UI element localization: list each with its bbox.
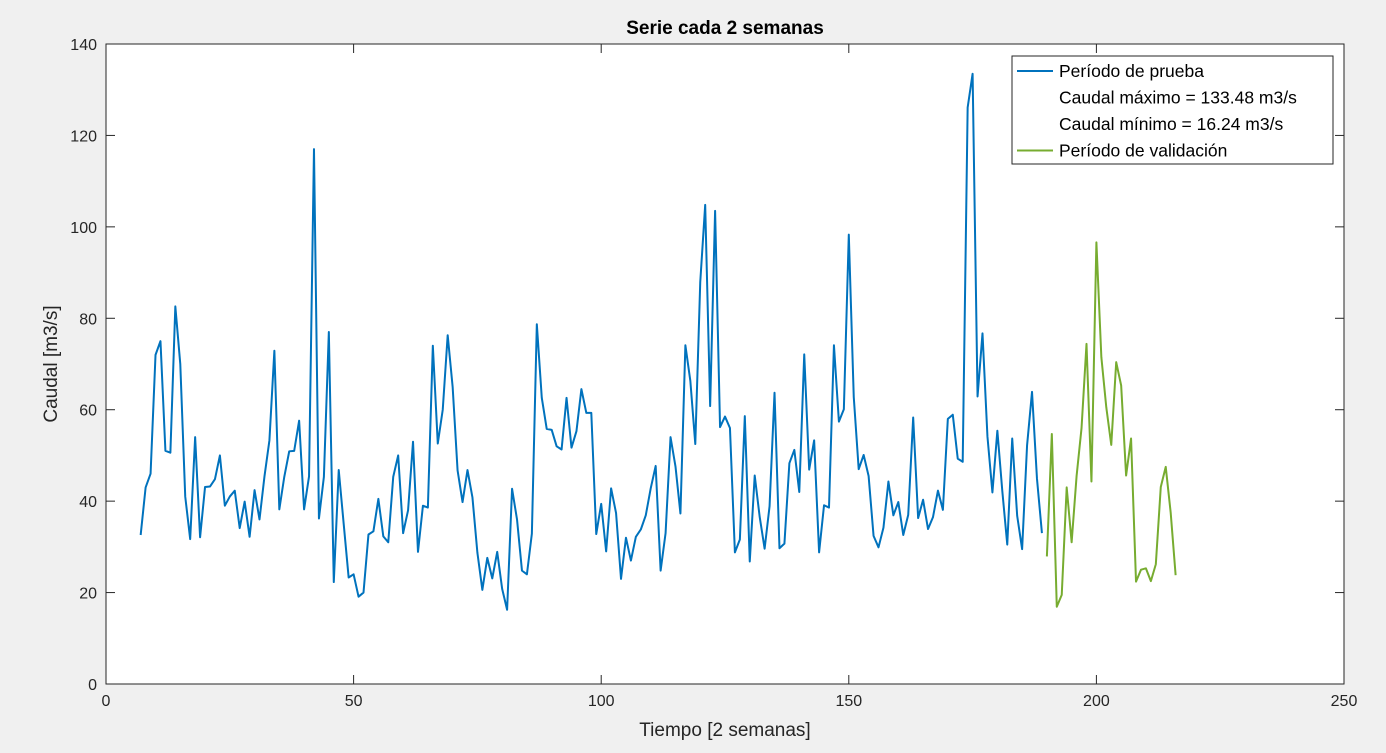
y-tick-label: 0: [88, 677, 97, 694]
series-lines: [139, 72, 1177, 611]
series-line-periodo-de-prueba: [139, 72, 1043, 611]
axes: [105, 43, 1345, 685]
x-tick-label: 200: [1083, 693, 1110, 710]
legend-entry: Período de validación: [1059, 141, 1227, 161]
legend-box: [1011, 55, 1334, 165]
chart-title: Serie cada 2 semanas: [626, 18, 824, 39]
legend-entry: Período de prueba: [1059, 61, 1204, 81]
legend-entry: Caudal máximo = 133.48 m3/s: [1059, 88, 1297, 108]
y-axis-label: Caudal [m3/s]: [41, 305, 62, 422]
series-line-periodo-de-validacion: [1045, 241, 1177, 608]
legend: Período de prueba Caudal máximo = 133.48 …: [1011, 55, 1334, 165]
y-tick-label: 100: [70, 220, 97, 237]
y-tick-label: 40: [79, 494, 97, 511]
axes-box: [105, 43, 1345, 685]
y-tick-label: 80: [79, 311, 97, 328]
y-tick-label: 140: [70, 37, 97, 54]
x-tick-label: 250: [1331, 693, 1358, 710]
x-tick-label: 50: [345, 693, 363, 710]
x-axis-label: Tiempo [2 semanas]: [639, 720, 810, 741]
ticks: 0 50 100 150 200 250 0 20 40 60 80 100 120 140: [70, 37, 1357, 710]
y-tick-label: 120: [70, 128, 97, 145]
y-tick-label: 60: [79, 403, 97, 420]
x-tick-label: 0: [102, 693, 111, 710]
legend-entry: Caudal mínimo = 16.24 m3/s: [1059, 114, 1283, 134]
x-tick-label: 150: [835, 693, 862, 710]
y-tick-label: 20: [79, 586, 97, 603]
x-tick-label: 100: [588, 693, 615, 710]
